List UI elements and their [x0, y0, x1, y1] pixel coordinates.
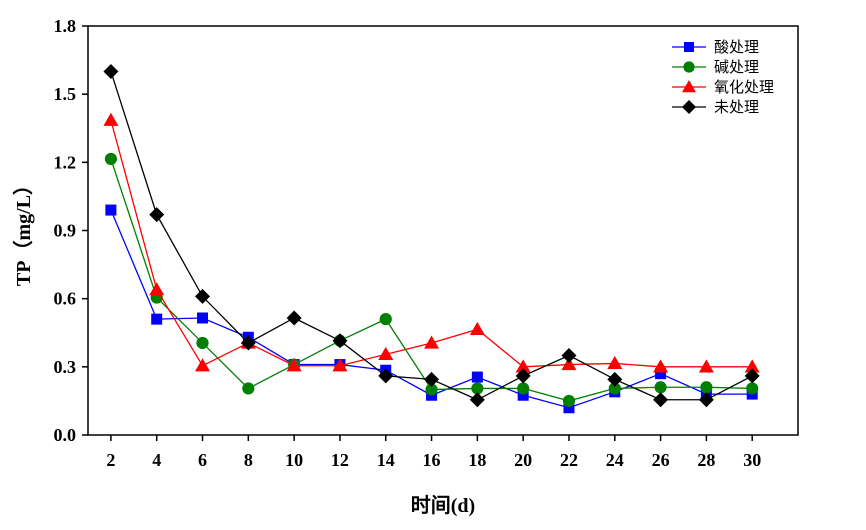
y-tick-label: 1.2: [54, 152, 77, 172]
data-point: [744, 359, 760, 373]
data-point: [561, 347, 577, 363]
series-4: [103, 63, 760, 408]
data-point: [515, 359, 531, 373]
data-point: [744, 368, 760, 384]
data-point: [197, 312, 209, 324]
x-tick-label: 16: [423, 450, 441, 470]
data-point: [332, 333, 348, 349]
x-tick-label: 30: [743, 450, 761, 470]
data-point: [286, 358, 302, 372]
legend-label: 氧化处理: [714, 78, 774, 96]
data-point: [424, 335, 440, 349]
data-point: [195, 358, 211, 372]
legend-marker: [682, 100, 696, 114]
y-tick-label: 0.0: [54, 425, 77, 445]
data-point: [607, 371, 623, 387]
x-tick-label: 18: [468, 450, 486, 470]
x-tick-label: 4: [152, 450, 161, 470]
data-point: [563, 402, 575, 414]
x-tick-label: 20: [514, 450, 532, 470]
series-line: [110, 158, 753, 402]
x-axis: 2 4 6 8 10 12 14 16 18 20 22 24 26 28 30: [106, 435, 761, 470]
data-point: [425, 383, 438, 396]
x-axis-title: 时间(d): [411, 494, 475, 517]
data-point: [654, 381, 667, 394]
data-point: [469, 392, 485, 408]
legend-item: 碱处理: [672, 58, 759, 76]
legend-label: 未处理: [714, 98, 759, 116]
data-point: [607, 355, 623, 370]
data-point: [240, 335, 256, 351]
legend-label: 碱处理: [714, 58, 759, 76]
data-point: [424, 371, 440, 387]
data-point: [378, 346, 394, 360]
x-tick-label: 2: [106, 450, 115, 470]
data-point: [104, 152, 118, 166]
y-tick-label: 1.5: [54, 84, 77, 104]
data-point: [286, 310, 302, 326]
legend-marker: [683, 61, 695, 73]
data-point: [517, 389, 529, 401]
data-point: [469, 321, 485, 335]
data-point: [700, 381, 713, 394]
data-point: [149, 282, 165, 296]
data-point: [608, 382, 621, 395]
y-tick-label: 0.6: [54, 289, 77, 309]
data-point: [195, 288, 211, 304]
legend-label: 酸处理: [714, 38, 759, 56]
y-tick-label: 1.8: [54, 16, 77, 36]
x-tick-label: 10: [285, 450, 303, 470]
x-tick-label: 22: [560, 450, 578, 470]
legend-item: 酸处理: [672, 38, 759, 56]
data-point: [746, 382, 759, 395]
data-point: [103, 112, 119, 126]
y-tick-label: 0.9: [54, 221, 77, 241]
series-3: [103, 112, 760, 373]
data-point: [471, 371, 483, 383]
x-tick-label: 6: [198, 450, 207, 470]
legend-item: 氧化处理: [672, 78, 774, 96]
x-tick-label: 14: [377, 450, 395, 470]
data-point: [105, 204, 117, 216]
data-point: [515, 368, 531, 384]
x-tick-label: 24: [606, 450, 624, 470]
y-axis-title: TP（mg/L）: [12, 175, 35, 286]
data-point: [103, 63, 119, 79]
data-point: [653, 392, 669, 408]
data-point: [471, 382, 484, 395]
data-point: [151, 313, 163, 325]
legend-marker: [682, 80, 696, 93]
data-point: [562, 394, 576, 408]
x-tick-label: 28: [697, 450, 715, 470]
x-tick-label: 12: [331, 450, 349, 470]
data-point: [332, 358, 348, 372]
data-point: [517, 382, 530, 395]
legend-item: 未处理: [672, 98, 759, 116]
data-point: [378, 368, 394, 384]
series-line: [110, 71, 753, 401]
x-tick-label: 8: [244, 450, 253, 470]
legend-marker: [684, 42, 694, 52]
data-point: [653, 359, 669, 373]
data-point: [561, 357, 577, 371]
data-point: [242, 382, 255, 395]
data-point: [196, 336, 209, 350]
data-point: [698, 392, 714, 408]
y-axis: 0.0 0.3 0.6 0.9 1.2 1.5 1.8: [54, 16, 88, 445]
data-point: [655, 368, 667, 380]
series-line: [110, 120, 753, 368]
y-tick-label: 0.3: [54, 357, 77, 377]
x-tick-label: 26: [652, 450, 670, 470]
data-point: [698, 359, 714, 373]
series-layer: [103, 63, 760, 414]
data-point: [379, 313, 392, 326]
data-point: [149, 207, 165, 223]
